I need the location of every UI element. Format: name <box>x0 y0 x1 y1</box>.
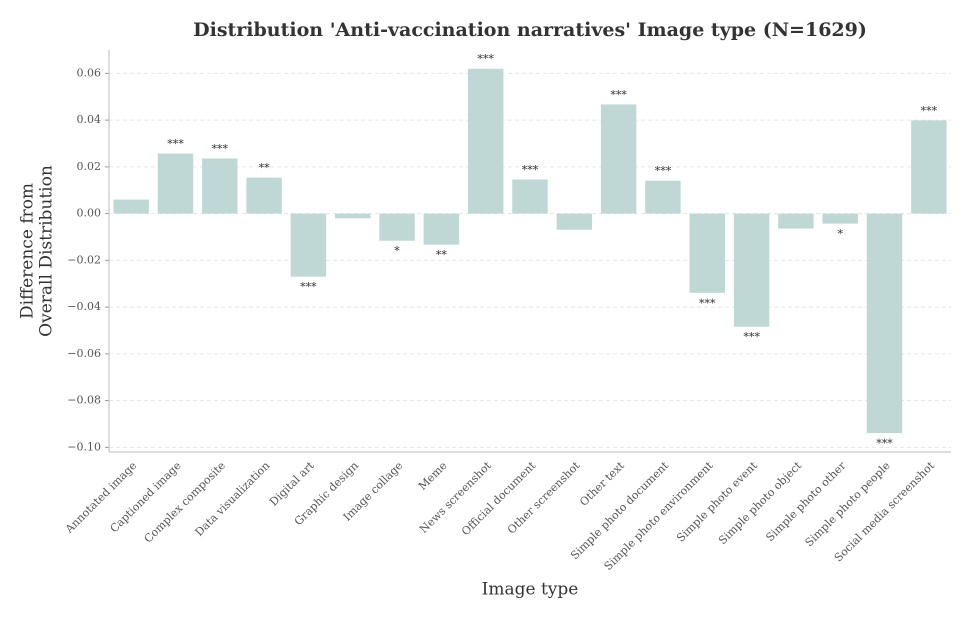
bar <box>335 213 371 219</box>
bar <box>113 199 149 214</box>
bar <box>645 180 681 214</box>
x-tick-label: Simple photo other <box>763 459 849 545</box>
significance-label: * <box>394 245 400 258</box>
x-tick-label: Complex composite <box>142 459 228 545</box>
x-axis-label: Image type <box>482 580 579 600</box>
significance-label: * <box>837 228 843 241</box>
bar <box>157 153 194 214</box>
y-tick-label: 0.06 <box>77 66 102 79</box>
x-tick-label: Official document <box>459 459 539 539</box>
significance-label: *** <box>699 297 716 310</box>
x-tick-label: Simple photo object <box>716 459 804 547</box>
x-tick-label: Simple photo event <box>674 459 760 545</box>
bar <box>423 213 460 245</box>
chart-title: Distribution 'Anti-vaccination narrative… <box>193 19 867 41</box>
significance-label: *** <box>167 138 184 151</box>
significance-label: *** <box>212 142 229 155</box>
significance-label: ** <box>259 162 271 175</box>
bar <box>778 213 814 229</box>
significance-label: ** <box>436 249 448 262</box>
significance-label: *** <box>876 437 893 450</box>
x-tick-label: Simple photo people <box>803 459 893 549</box>
significance-label: *** <box>522 163 539 176</box>
significance-label: *** <box>921 104 938 117</box>
bar <box>911 120 947 214</box>
y-axis-label: Overall Distribution <box>37 165 57 337</box>
significance-label: *** <box>300 281 317 294</box>
y-axis-label: Difference from <box>18 183 38 319</box>
y-tick-label: 0.02 <box>77 160 102 173</box>
bar <box>733 213 770 327</box>
bar <box>512 179 548 214</box>
significance-label: *** <box>477 53 494 66</box>
significance-label: *** <box>655 165 672 178</box>
y-tick-label: −0.02 <box>67 253 101 266</box>
bar <box>556 213 593 230</box>
significance-label: *** <box>743 331 760 344</box>
bar <box>246 177 282 214</box>
y-tick-label: −0.04 <box>67 300 101 313</box>
x-tick-label: Data visualization <box>193 459 273 539</box>
bar <box>202 158 238 214</box>
y-tick-label: −0.06 <box>67 347 101 360</box>
y-tick-label: 0.04 <box>77 113 102 126</box>
bar <box>600 104 637 214</box>
bar <box>290 213 327 277</box>
bar <box>467 68 504 214</box>
bar <box>379 213 415 241</box>
y-tick-label: −0.08 <box>67 394 101 407</box>
y-tick-label: −0.10 <box>67 440 101 453</box>
bar <box>866 213 903 434</box>
y-tick-label: 0.00 <box>77 207 102 220</box>
x-tick-label: Annotated image <box>62 459 139 536</box>
bar <box>822 213 858 224</box>
significance-label: *** <box>610 88 627 101</box>
bar <box>689 213 725 293</box>
x-tick-label: Meme <box>416 459 450 493</box>
